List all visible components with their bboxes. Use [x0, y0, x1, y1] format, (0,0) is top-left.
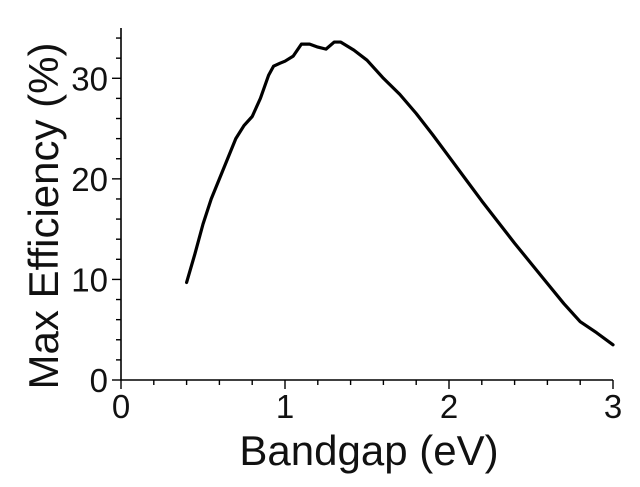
y-tick-label: 10 [71, 261, 108, 298]
y-tick-label: 0 [90, 362, 108, 399]
series [185, 40, 615, 347]
y-tick-label: 20 [71, 161, 108, 198]
y-axis-title: Max Efficiency (%) [20, 43, 67, 390]
axes [120, 28, 613, 381]
x-axis-title: Bandgap (eV) [239, 427, 498, 474]
x-tick-label: 3 [604, 388, 622, 425]
y-tick-label: 30 [71, 60, 108, 97]
ticks [112, 37, 614, 389]
tick-labels: 0 10 20 30 0 1 2 3 [71, 60, 622, 425]
x-tick-label: 1 [276, 388, 294, 425]
x-tick-label: 2 [440, 388, 458, 425]
x-tick-label: 0 [112, 388, 130, 425]
efficiency-curve [185, 40, 615, 347]
